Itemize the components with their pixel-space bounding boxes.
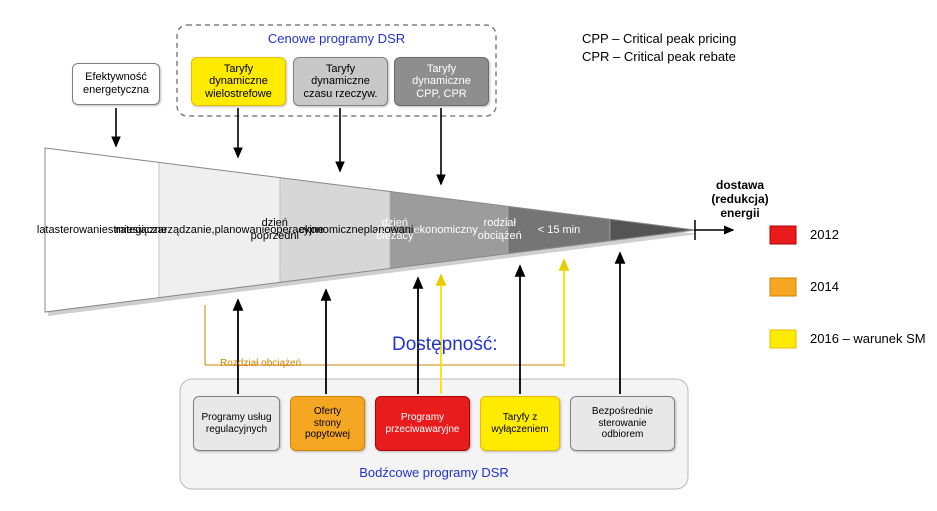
bottom-program-box-4: Bezpośredniesterowanieodbiorem <box>570 396 675 451</box>
triangle-output-label: dostawa(redukcja)energii <box>695 175 785 225</box>
top-group-title: Cenowe programy DSR <box>177 31 496 46</box>
bottom-program-box-1: Ofertystronypopytowej <box>290 396 365 451</box>
cpp-legend-0: CPP – Critical peak pricing <box>582 31 736 46</box>
legend-label-1: 2014 <box>810 279 839 294</box>
rozdzial-label: Rozdział obciążeń <box>220 358 301 369</box>
bottom-group-title: Bodźcowe programy DSR <box>180 465 688 480</box>
triangle-segment-label: < 15 min <box>508 194 610 266</box>
triangle-segment-label: dzień bieżacyekonomicznyrodział obciążeń <box>390 194 508 266</box>
bottom-program-box-3: Taryfy zwyłączeniem <box>480 396 560 451</box>
bottom-program-box-2: Programyprzeciwawaryjne <box>375 396 470 451</box>
legend-label-0: 2012 <box>810 227 839 242</box>
triangle-segment-label: dzień poprzedniekonomiczneplanowanie <box>280 194 390 266</box>
legend-label-2: 2016 – warunek SM <box>810 331 926 346</box>
efficiency-box: Efektywnośćenergetyczna <box>72 63 160 105</box>
top-tariff-box-2: TaryfydynamiczneCPP, CPR <box>394 57 489 106</box>
top-tariff-box-0: Taryfydynamicznewielostrefowe <box>191 57 286 106</box>
cpp-legend-1: CPR – Critical peak rebate <box>582 49 736 64</box>
availability-title: Dostępność: <box>392 334 498 356</box>
bottom-program-box-0: Programy usługregulacyjnych <box>193 396 280 451</box>
top-tariff-box-1: Taryfydynamiczneczasu rzeczyw. <box>293 57 388 106</box>
diagram-canvas: latasterowaniestrategicznemiesiączarządz… <box>0 0 937 511</box>
